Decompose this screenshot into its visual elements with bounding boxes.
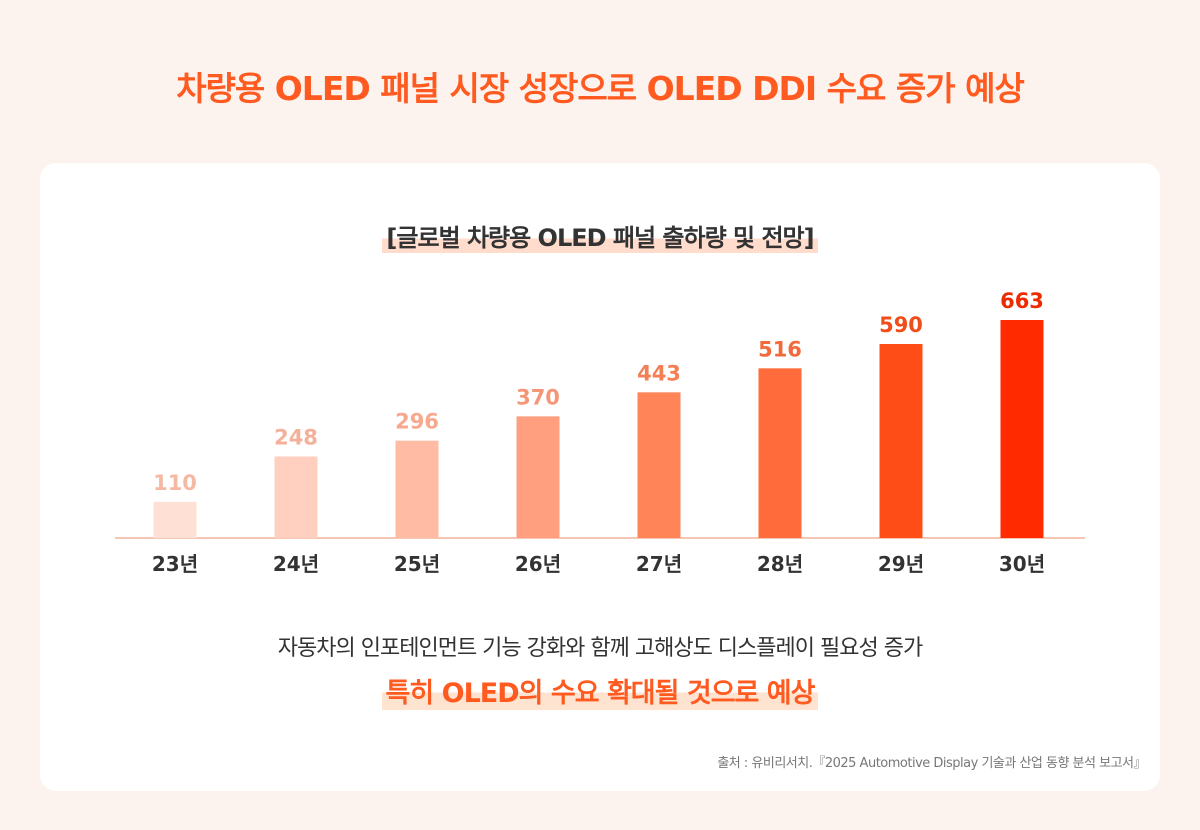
x-tick-label: 30년 [999,552,1045,576]
message-line-1: 자동차의 인포테인먼트 기능 강화와 함께 고해상도 디스플레이 필요성 증가 [277,636,923,661]
data-label: 370 [516,385,560,409]
bar-30년 [1000,320,1044,538]
x-tick-label: 29년 [878,552,924,576]
x-tick-label: 23년 [152,552,198,576]
bar-chart: 110 23년 248 24년 296 25년 370 26년 443 27년 516 28년 590 2… [115,289,1085,576]
data-label: 516 [758,337,802,361]
data-label: 110 [153,471,197,495]
bar-28년 [758,368,802,538]
x-tick-label: 26년 [515,552,561,576]
bar-23년 [153,501,197,538]
data-label: 296 [395,410,439,434]
chart-title: [글로벌 차량용 OLED 패널 출하량 및 전망] [382,218,818,253]
x-tick-label: 25년 [394,552,440,576]
x-tick-label: 28년 [757,552,803,576]
chart-card: [글로벌 차량용 OLED 패널 출하량 및 전망] 110 23년 248 24년 2… [40,163,1160,791]
bar-25년 [395,440,439,538]
data-label: 590 [879,313,923,337]
data-label: 248 [274,425,318,449]
message-line-2-highlight: 특히 OLED의 수요 확대될 것으로 예상 [381,671,819,710]
x-tick-label: 24년 [273,552,319,576]
bar-24년 [274,456,318,538]
data-label: 663 [1000,289,1044,313]
data-label: 443 [637,361,681,385]
page-title: 차량용 OLED 패널 시장 성장으로 OLED DDI 수요 증가 예상 [176,69,1025,108]
source-note: 출처 : 유비리서치.『2025 Automotive Display 기술과 … [717,756,1146,771]
bar-26년 [516,416,560,538]
bar-27년 [637,392,681,538]
bar-29년 [879,344,923,538]
x-tick-label: 27년 [636,552,682,576]
